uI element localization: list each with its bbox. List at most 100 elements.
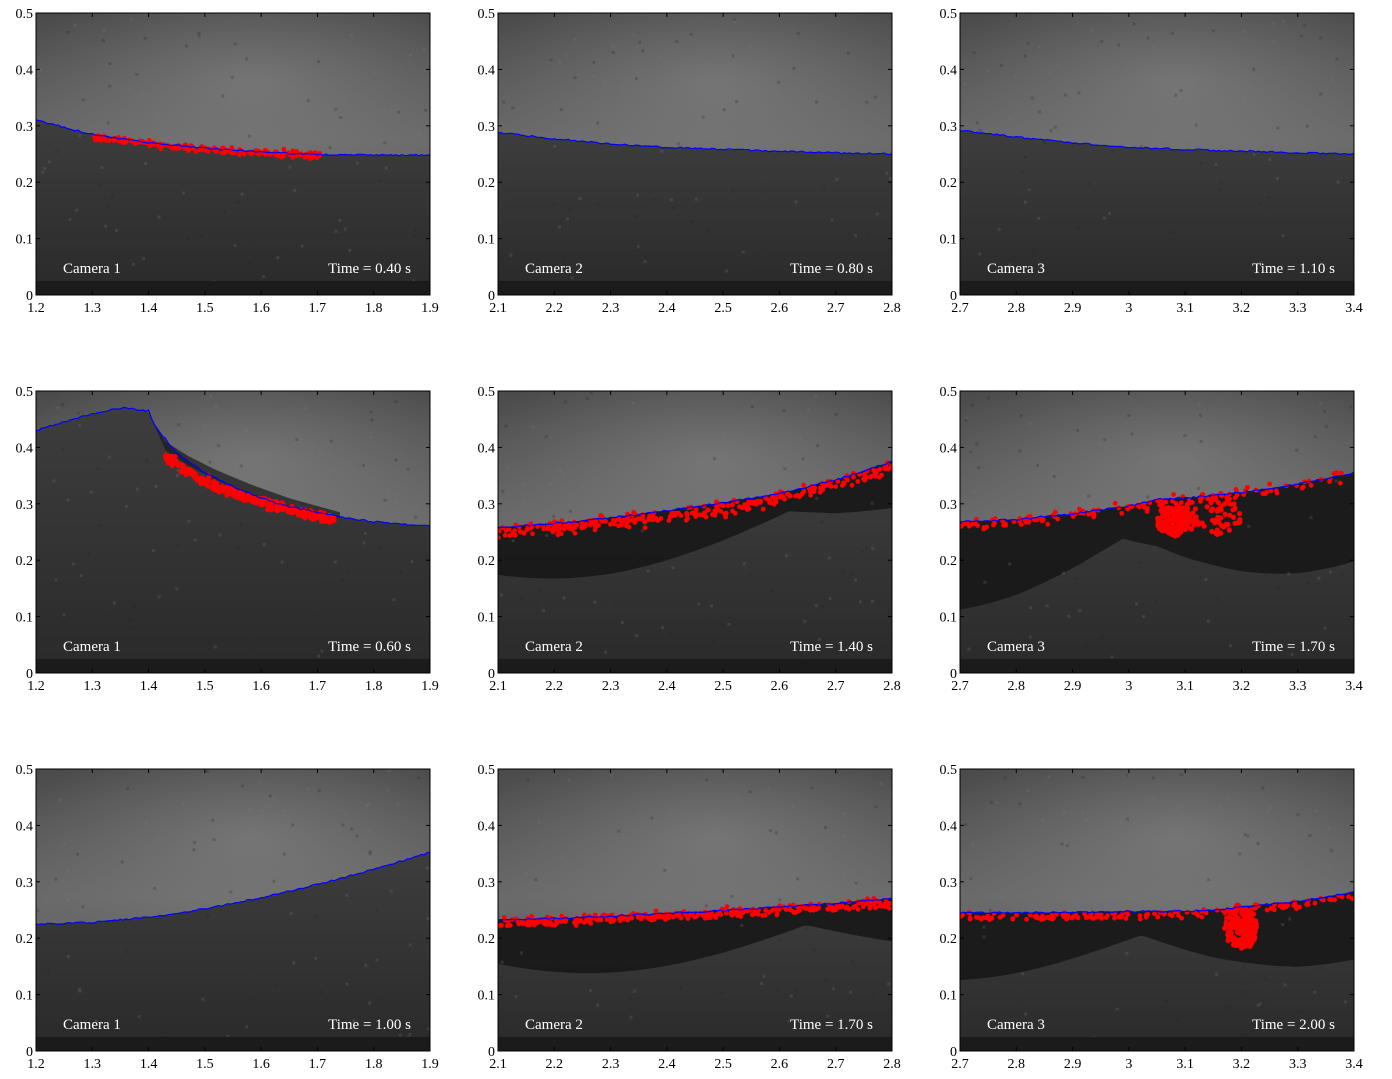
x-tick-label: 3.1 [1176, 679, 1194, 694]
y-tick-label: 0.5 [940, 763, 958, 778]
particle-point [1185, 505, 1191, 512]
particle-point [549, 922, 555, 928]
image-noise [409, 53, 413, 57]
image-noise [175, 587, 179, 591]
image-noise [386, 490, 390, 494]
image-noise [259, 84, 262, 88]
image-noise [1032, 250, 1036, 254]
y-tick-label: 0.2 [478, 932, 496, 947]
y-tick-label: 0.5 [16, 385, 34, 400]
image-noise [1023, 54, 1027, 58]
particle-point [604, 917, 610, 922]
image-noise [177, 423, 181, 427]
image-noise [545, 533, 549, 537]
panel-6: 2.7 2.8 2.9 3 3.1 3.2 3.3 3.4 0 0.1 0.2 0.3 0.4 0.5 Ca… [940, 385, 1363, 694]
particle-point [92, 134, 98, 140]
image-noise [520, 597, 523, 601]
image-noise [317, 654, 320, 658]
particle-point [598, 513, 604, 518]
image-noise [977, 466, 981, 470]
image-noise [422, 48, 426, 52]
y-tick-label: 0.4 [16, 819, 34, 834]
image-noise [424, 108, 428, 112]
image-noise [849, 990, 853, 994]
camera-image [36, 13, 430, 295]
particle-point [650, 914, 655, 920]
particle-point [1105, 913, 1110, 919]
image-noise [410, 510, 414, 514]
image-noise [741, 250, 745, 254]
particle-point [259, 502, 264, 508]
y-tick-label: 0.3 [16, 498, 34, 513]
x-tick-label: 2.9 [1064, 679, 1082, 694]
particle-point [592, 523, 598, 529]
image-noise [1042, 141, 1046, 145]
particle-point [1136, 504, 1142, 510]
image-noise [1100, 40, 1104, 44]
image-noise [176, 469, 180, 472]
particle-point [610, 918, 616, 924]
particle-point [882, 464, 888, 470]
image-noise [1074, 577, 1078, 581]
image-noise [520, 951, 523, 955]
particle-point [795, 492, 800, 498]
x-tick-label: 2.1 [489, 1057, 507, 1072]
image-noise [613, 601, 617, 604]
image-noise [676, 142, 680, 146]
image-noise [1199, 440, 1203, 443]
image-noise [230, 75, 234, 79]
image-noise [585, 397, 589, 401]
image-noise [604, 650, 607, 654]
panel-3: 2.7 2.8 2.9 3 3.1 3.2 3.3 3.4 0 0.1 0.2 0.3 0.4 0.5 Ca… [940, 7, 1363, 316]
particle-point [718, 508, 724, 514]
x-tick-label: 1.5 [196, 1057, 214, 1072]
y-tick-label: 0.3 [940, 876, 958, 891]
image-noise [363, 532, 367, 535]
image-noise [1268, 806, 1272, 810]
particle-point [707, 915, 713, 920]
particle-point [1032, 517, 1037, 523]
image-noise [794, 200, 798, 204]
particle-point [535, 524, 540, 529]
particle-point [1262, 491, 1268, 496]
camera-label: Camera 2 [525, 261, 583, 277]
image-noise [1087, 182, 1091, 185]
image-noise [1327, 826, 1331, 830]
image-noise [291, 823, 295, 827]
image-noise [580, 486, 584, 490]
image-noise [971, 842, 975, 846]
image-noise [698, 867, 701, 871]
x-tick-label: 2.7 [951, 301, 969, 316]
image-noise [712, 457, 716, 461]
image-noise [617, 962, 621, 966]
image-noise [1024, 1012, 1028, 1016]
image-noise [157, 837, 161, 841]
particle-point [1034, 915, 1040, 921]
image-noise [1328, 865, 1332, 869]
image-noise [563, 400, 567, 404]
image-noise [638, 40, 641, 44]
image-noise [1050, 111, 1054, 115]
image-noise [247, 262, 251, 266]
time-label: Time = 1.00 s [328, 1017, 411, 1033]
x-tick-label: 1.9 [421, 301, 439, 316]
image-noise [760, 982, 764, 985]
image-noise [396, 802, 400, 806]
particle-point [281, 153, 287, 159]
image-noise [1302, 822, 1306, 826]
particle-point [1242, 923, 1248, 929]
image-noise [217, 444, 221, 448]
y-tick-label: 0 [950, 667, 957, 682]
image-noise [1111, 150, 1115, 154]
image-noise [611, 45, 615, 48]
image-noise [1332, 502, 1336, 505]
particle-point [717, 911, 723, 916]
image-noise [732, 18, 736, 22]
image-noise [814, 239, 818, 243]
image-noise [1174, 93, 1178, 97]
image-noise [542, 609, 545, 613]
image-noise [592, 74, 595, 78]
image-noise [305, 252, 309, 256]
particle-point [1349, 896, 1354, 901]
image-noise [1259, 261, 1263, 265]
